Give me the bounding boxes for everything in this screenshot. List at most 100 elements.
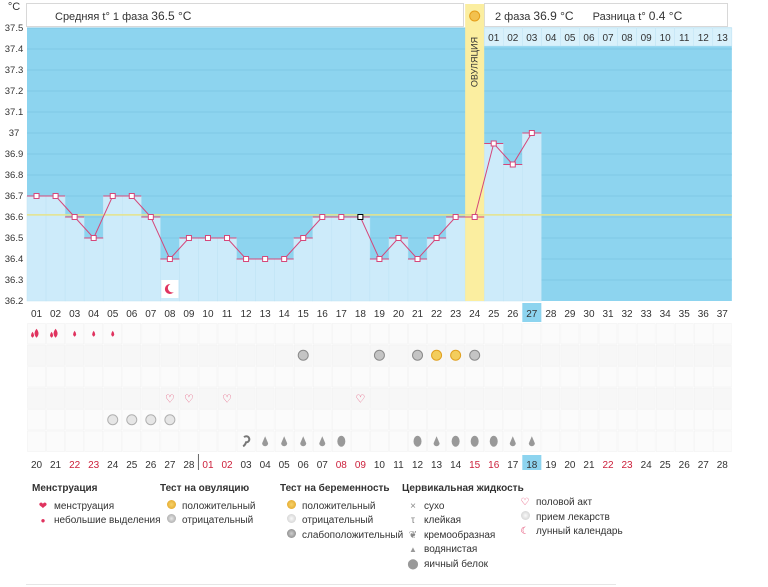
symptom-cell xyxy=(217,366,237,388)
calendar-date-label: 03 xyxy=(241,460,253,470)
y-tick-label: 36.6 xyxy=(5,212,24,223)
phase2-label: 2 фаза xyxy=(495,11,531,23)
cycle-day-label: 32 xyxy=(622,309,634,320)
cycle-day-label: 12 xyxy=(241,309,253,320)
symptom-cell xyxy=(236,387,256,409)
diff-label: Разница t° xyxy=(592,11,646,23)
bbt-chart: ОВУЛЯЦИЯ 01 02 03 04 05 06 07 08 09 10 11 12 13 °C 37.5… xyxy=(5,1,733,470)
calendar-date-label: 26 xyxy=(679,460,691,470)
symptom-cell xyxy=(198,409,218,431)
cycle-day-label: 05 xyxy=(107,309,119,320)
symptom-cell xyxy=(598,323,618,345)
legend-item: положительный xyxy=(302,500,376,512)
heart-icon: ♡ xyxy=(184,393,194,405)
y-axis-unit: °C xyxy=(8,1,20,13)
cycle-day-label: 08 xyxy=(164,309,176,320)
ovulation-label: ОВУЛЯЦИЯ xyxy=(470,37,480,87)
symptom-cell xyxy=(465,323,484,345)
symptom-cell xyxy=(274,387,294,409)
symptom-cell xyxy=(160,387,180,409)
cycle-day-label: 17 xyxy=(336,309,348,320)
symptom-cell xyxy=(503,323,523,345)
phase2-day-label: 03 xyxy=(526,33,538,44)
moon-icon: ☾ xyxy=(520,526,530,537)
symptom-cell xyxy=(332,387,351,409)
symptom-cell xyxy=(293,387,313,409)
calendar-date-label: 13 xyxy=(431,460,443,470)
calendar-date-label: 07 xyxy=(317,460,329,470)
phase2-box: 2 фаза 36.9 °C Разница t° 0.4 °C xyxy=(484,3,728,27)
symptom-cell xyxy=(27,409,46,431)
legend-title: Тест на овуляцию xyxy=(160,483,250,494)
phase2-day-label: 07 xyxy=(602,33,614,44)
symptom-cell xyxy=(236,323,256,345)
symptom-cell xyxy=(370,387,389,409)
legend-title: Цервикальная жидкость xyxy=(402,483,524,494)
symptom-cell xyxy=(236,409,256,431)
ovulation-negative-icon xyxy=(297,349,309,361)
symptom-cell xyxy=(46,409,65,431)
today-date-highlight xyxy=(522,455,542,470)
y-tick-label: 36.3 xyxy=(5,275,24,286)
symptom-cell xyxy=(84,387,103,409)
symptom-cell xyxy=(141,430,161,452)
ovulation-sun-icon xyxy=(469,10,481,22)
symptom-cell xyxy=(274,409,294,431)
symptom-cell xyxy=(617,409,637,431)
symptom-cell xyxy=(484,366,504,388)
symptom-cell xyxy=(694,387,713,409)
calendar-date-label: 27 xyxy=(164,460,176,470)
symptom-cell xyxy=(351,387,370,409)
medication-icon xyxy=(126,414,138,426)
calendar-date-label: 11 xyxy=(393,460,404,470)
symptom-cell xyxy=(313,323,332,345)
symptom-cell xyxy=(427,366,446,388)
footer-divider xyxy=(26,584,616,585)
calendar-date-label: 28 xyxy=(183,460,195,470)
light-spotting-icon xyxy=(92,330,96,337)
watery-icon: ▲ xyxy=(409,545,417,554)
ovulation-positive-icon xyxy=(431,349,443,361)
temperature-bar xyxy=(445,216,466,302)
symptom-cell xyxy=(674,409,694,431)
calendar-date-label: 04 xyxy=(260,460,272,470)
legend-item: слабоположительный xyxy=(302,529,404,541)
symptom-cell xyxy=(141,344,161,366)
symptom-cell xyxy=(293,409,313,431)
dry-icon: × xyxy=(410,500,416,512)
symptom-cell xyxy=(179,409,199,431)
symptom-cell xyxy=(617,344,637,366)
calendar-date-label: 25 xyxy=(126,460,138,470)
heart-icon: ♡ xyxy=(355,393,365,405)
symptom-cell xyxy=(389,430,408,452)
cycle-day-label: 01 xyxy=(31,309,43,320)
symptom-cell xyxy=(103,387,122,409)
light-spotting-icon: ● xyxy=(40,516,46,525)
symptom-cell xyxy=(332,344,351,366)
symptom-cell xyxy=(617,366,637,388)
symptom-cell xyxy=(446,387,465,409)
temperature-bar xyxy=(26,195,47,302)
symptom-cell xyxy=(598,344,618,366)
cycle-day-label: 09 xyxy=(183,309,195,320)
symptom-cell xyxy=(351,409,370,431)
symptom-cell xyxy=(141,366,161,388)
symptom-cell xyxy=(198,344,218,366)
phase2-day-label: 05 xyxy=(564,33,576,44)
symptom-cell xyxy=(46,366,65,388)
calendar-date-label: 22 xyxy=(602,460,614,470)
symptom-cell xyxy=(65,366,84,388)
pregnancy-positive-icon xyxy=(286,499,296,509)
temperature-point xyxy=(471,214,478,220)
symptom-cell xyxy=(351,323,370,345)
symptom-cell xyxy=(198,366,218,388)
legend-cervical: Цервикальная жидкость × сухо τ клейкая ❦ кр… xyxy=(402,482,524,572)
symptom-cell xyxy=(694,323,713,345)
symptom-cell xyxy=(84,409,103,431)
phase2-day-label: 13 xyxy=(717,33,729,44)
calendar-date-label: 28 xyxy=(717,460,729,470)
symptom-cell xyxy=(255,323,275,345)
phase2-day-label: 01 xyxy=(488,33,500,44)
symptom-cell xyxy=(522,366,542,388)
symptom-cell xyxy=(84,430,103,452)
